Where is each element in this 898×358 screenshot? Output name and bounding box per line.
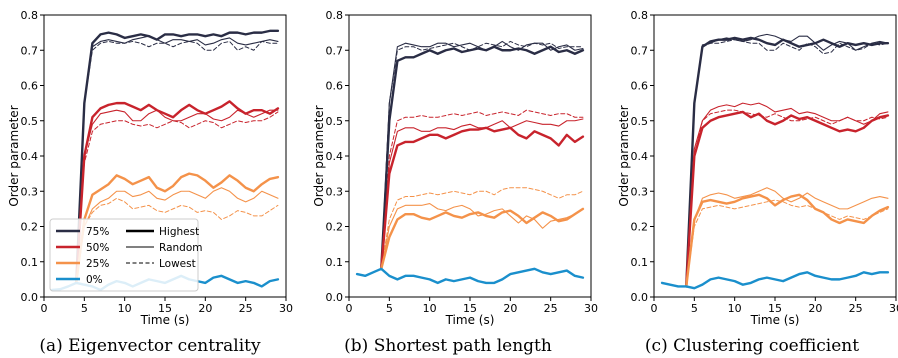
series-line-25pct-highest [75,172,280,285]
y-tick-label: 0.8 [326,9,344,22]
legend-label-random: Random [159,242,202,254]
y-tick-label: 0.5 [631,115,649,128]
x-tick-label: 5 [386,302,393,315]
series-line-75pct-random [685,33,889,287]
series-line-0pct-highest [355,267,585,285]
legend-label-0pct: 0% [86,274,103,286]
series-line-50pct-highest [685,110,890,288]
y-tick-label: 0.8 [21,9,39,22]
y-tick-label: 0.7 [631,44,649,57]
y-tick-label: 0.5 [21,115,39,128]
legend-label-50pct: 50% [86,242,109,254]
series-line-0pct-highest [660,271,890,290]
y-axis-title: Order parameter [7,105,21,206]
series-line-25pct-lowest [75,197,279,284]
legend-label-75pct: 75% [86,226,109,238]
series-line-50pct-lowest [75,111,279,284]
y-tick-label: 0.7 [21,44,39,57]
series-line-75pct-highest [380,45,585,270]
y-tick-label: 0.6 [326,80,344,93]
chart-panel-1: 0 5 10 15 20 25 30 0.0 0.1 0.2 0.3 0.4 0.5 0.6 0.7 0.8 T… [312,9,598,356]
y-tick-label: 0.8 [631,9,649,22]
x-tick-label: 20 [503,302,517,315]
x-tick-label: 30 [889,302,898,315]
x-tick-label: 0 [651,302,658,315]
x-tick-label: 0 [346,302,353,315]
x-tick-label: 20 [808,302,822,315]
y-tick-label: 0.4 [21,150,39,163]
y-tick-label: 0.2 [326,221,344,234]
y-tick-label: 0.2 [21,221,39,234]
series-line-50pct-lowest [380,109,584,270]
y-tick-label: 0.1 [631,256,649,269]
x-tick-label: 10 [118,302,132,315]
y-tick-label: 0.7 [326,44,344,57]
x-tick-label: 30 [584,302,598,315]
y-tick-label: 0.5 [326,115,344,128]
legend-label-25pct: 25% [86,258,109,270]
x-tick-label: 15 [768,302,782,315]
y-tick-label: 0.6 [21,80,39,93]
y-tick-label: 0.4 [631,150,649,163]
y-tick-label: 0.4 [326,150,344,163]
panel-caption: (a) Eigenvector centrality [39,336,261,356]
series-line-75pct-lowest [75,40,279,284]
series-line-50pct-highest [75,100,280,285]
x-tick-label: 30 [279,302,293,315]
series-line-75pct-lowest [685,39,889,287]
x-tick-label: 10 [728,302,742,315]
x-tick-label: 10 [423,302,437,315]
y-tick-label: 0.0 [631,291,649,304]
series-line-75pct-lowest [380,40,584,270]
y-tick-label: 0.0 [326,291,344,304]
chart-panel-2: 0 5 10 15 20 25 30 0.0 0.1 0.2 0.3 0.4 0.5 0.6 0.7 0.8 T… [617,9,898,356]
x-tick-label: 0 [41,302,48,315]
x-axis-title: Time (s) [445,313,495,327]
y-tick-label: 0.1 [21,256,39,269]
series-line-25pct-lowest [380,187,584,270]
x-tick-label: 25 [849,302,863,315]
series-line-25pct-highest [685,193,890,288]
y-tick-label: 0.6 [631,80,649,93]
y-tick-label: 0.1 [326,256,344,269]
x-tick-label: 20 [198,302,212,315]
series-line-50pct-random [685,102,889,287]
y-tick-label: 0.3 [326,185,344,198]
x-axis-title: Time (s) [750,313,800,327]
y-axis-title: Order parameter [617,105,631,206]
x-axis-title: Time (s) [140,313,190,327]
y-axis-title: Order parameter [312,105,326,206]
series-line-25pct-random [75,187,279,284]
legend: 75% 50% 25% 0% Highest Random Lowest [49,218,202,292]
y-tick-label: 0.3 [631,185,649,198]
series-line-25pct-highest [380,207,585,270]
x-tick-label: 15 [158,302,172,315]
y-tick-label: 0.3 [21,185,39,198]
series-line-25pct-lowest [685,199,889,287]
y-tick-label: 0.2 [631,221,649,234]
series-line-75pct-random [380,40,584,270]
y-tick-label: 0.0 [21,291,39,304]
legend-label-highest: Highest [159,226,199,238]
x-tick-label: 5 [691,302,698,315]
panel-caption: (b) Shortest path length [344,336,552,356]
x-tick-label: 25 [544,302,558,315]
panel-caption: (c) Clustering coefficient [645,336,859,356]
x-tick-label: 25 [239,302,253,315]
series-line-75pct-highest [75,29,280,285]
series-line-25pct-random [685,187,889,287]
legend-label-lowest: Lowest [159,258,196,270]
legend-frame [49,218,199,292]
series-line-75pct-highest [685,36,890,288]
x-tick-label: 5 [81,302,88,315]
series-line-75pct-random [75,35,279,284]
series-line-50pct-highest [380,126,585,270]
chart-panel-0: 0 5 10 15 20 25 30 0.0 0.1 0.2 0.3 0.4 0.5 0.6 0.7 0.8 T… [7,9,293,356]
x-tick-label: 15 [463,302,477,315]
